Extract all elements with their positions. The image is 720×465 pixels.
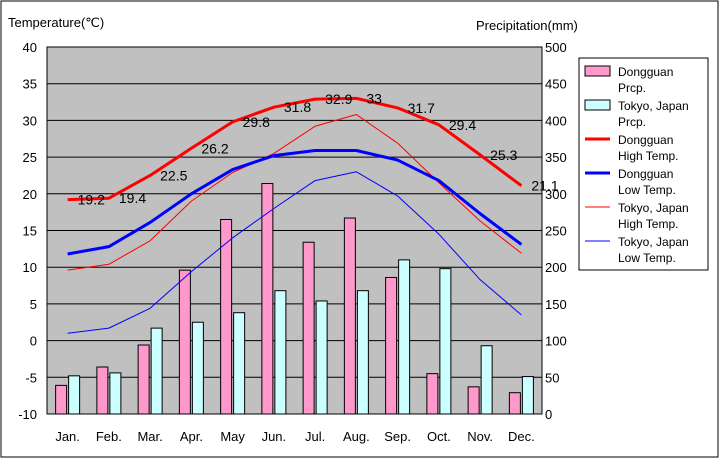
x-tick-label: Nov. bbox=[467, 429, 493, 444]
left-tick-label: -10 bbox=[18, 407, 37, 422]
left-tick-label: 40 bbox=[23, 40, 37, 55]
temp-line bbox=[67, 96, 523, 202]
data-label: 19.4 bbox=[119, 190, 146, 206]
x-tick-label: Jun. bbox=[262, 429, 287, 444]
legend-label: Dongguan bbox=[618, 167, 673, 181]
x-tick-label: Apr. bbox=[180, 429, 203, 444]
precip-bar bbox=[109, 372, 122, 415]
data-label: 25.3 bbox=[490, 147, 517, 163]
x-tick-label: Jul. bbox=[305, 429, 325, 444]
x-tick-label: Dec. bbox=[508, 429, 535, 444]
right-tick-label: 50 bbox=[545, 370, 559, 385]
precip-bar bbox=[508, 392, 521, 415]
legend-label: Prcp. bbox=[618, 81, 646, 95]
precip-bar bbox=[261, 183, 274, 415]
left-tick-label: 15 bbox=[23, 224, 37, 239]
right-tick-label: 500 bbox=[545, 40, 567, 55]
precip-bar bbox=[356, 290, 369, 415]
precip-bar bbox=[315, 300, 328, 415]
legend-box bbox=[578, 57, 709, 271]
right-tick-label: 450 bbox=[545, 77, 567, 92]
right-tick-label: 300 bbox=[545, 187, 567, 202]
data-label: 31.7 bbox=[408, 100, 435, 116]
x-tick-label: Aug. bbox=[343, 429, 370, 444]
precip-bar bbox=[68, 375, 81, 415]
plot-layer: 4035302520151050-5-105004504003503002502… bbox=[18, 40, 567, 444]
data-label: 26.2 bbox=[201, 140, 228, 156]
right-tick-label: 250 bbox=[545, 224, 567, 239]
precip-bar bbox=[233, 312, 246, 415]
data-label: 19.2 bbox=[78, 192, 105, 208]
left-tick-label: 20 bbox=[23, 187, 37, 202]
precip-bar bbox=[150, 327, 163, 415]
left-axis-title: Temperature(℃) bbox=[8, 15, 104, 30]
x-tick-label: Jan. bbox=[55, 429, 80, 444]
left-tick-label: -5 bbox=[25, 370, 37, 385]
left-tick-label: 25 bbox=[23, 150, 37, 165]
left-tick-label: 0 bbox=[30, 334, 37, 349]
left-tick-label: 5 bbox=[30, 297, 37, 312]
right-tick-label: 150 bbox=[545, 297, 567, 312]
precip-bar bbox=[137, 344, 150, 415]
legend-label: Dongguan bbox=[618, 133, 673, 147]
data-label: 29.4 bbox=[449, 117, 476, 133]
legend-label: High Temp. bbox=[618, 217, 678, 231]
right-tick-label: 200 bbox=[545, 260, 567, 275]
legend-swatch bbox=[584, 65, 611, 77]
precip-bar bbox=[274, 290, 287, 415]
precip-bar bbox=[55, 384, 68, 415]
precip-bar bbox=[343, 217, 356, 415]
data-label: 21.1 bbox=[531, 178, 558, 194]
precip-bar bbox=[480, 345, 493, 415]
precip-bar bbox=[385, 276, 398, 415]
legend: Dongguan Prcp. Tokyo, Japan Prcp. Dongguan Hi… bbox=[578, 57, 709, 271]
precip-bar bbox=[467, 386, 480, 415]
right-tick-label: 100 bbox=[545, 334, 567, 349]
legend-label: Tokyo, Japan bbox=[618, 235, 689, 249]
legend-swatch bbox=[584, 99, 611, 111]
temp-line bbox=[67, 114, 522, 271]
x-tick-label: Oct. bbox=[427, 429, 451, 444]
left-tick-label: 10 bbox=[23, 260, 37, 275]
right-tick-label: 350 bbox=[545, 150, 567, 165]
right-axis-title: Precipitation(mm) bbox=[476, 18, 578, 33]
legend-label: Low Temp. bbox=[618, 183, 676, 197]
data-label: 29.8 bbox=[243, 114, 270, 130]
precip-bar bbox=[302, 241, 315, 415]
legend-label: Dongguan bbox=[618, 65, 673, 79]
right-tick-label: 0 bbox=[545, 407, 552, 422]
legend-label: Prcp. bbox=[618, 115, 646, 129]
legend-label: Tokyo, Japan bbox=[618, 201, 689, 215]
precip-bar bbox=[426, 373, 439, 415]
data-label: 32.9 bbox=[325, 91, 352, 107]
x-tick-label: Feb. bbox=[96, 429, 122, 444]
data-label: 33 bbox=[366, 90, 382, 106]
precip-bar bbox=[178, 269, 191, 415]
legend-label: Tokyo, Japan bbox=[618, 99, 689, 113]
right-tick-label: 400 bbox=[545, 113, 567, 128]
precip-bar bbox=[191, 321, 204, 415]
precip-bar bbox=[220, 218, 233, 415]
legend-label: Low Temp. bbox=[618, 251, 676, 265]
precip-bar bbox=[521, 376, 534, 415]
x-tick-label: Sep. bbox=[384, 429, 411, 444]
temp-line bbox=[67, 171, 522, 334]
data-label: 31.8 bbox=[284, 99, 311, 115]
legend-label: High Temp. bbox=[618, 149, 678, 163]
x-tick-label: May bbox=[220, 429, 245, 444]
precip-bar bbox=[439, 268, 452, 415]
temp-line bbox=[67, 148, 523, 256]
precip-bar bbox=[398, 259, 411, 415]
x-tick-label: Mar. bbox=[137, 429, 162, 444]
left-tick-label: 35 bbox=[23, 77, 37, 92]
left-tick-label: 30 bbox=[23, 113, 37, 128]
data-label: 22.5 bbox=[160, 167, 187, 183]
precip-bar bbox=[96, 366, 109, 415]
